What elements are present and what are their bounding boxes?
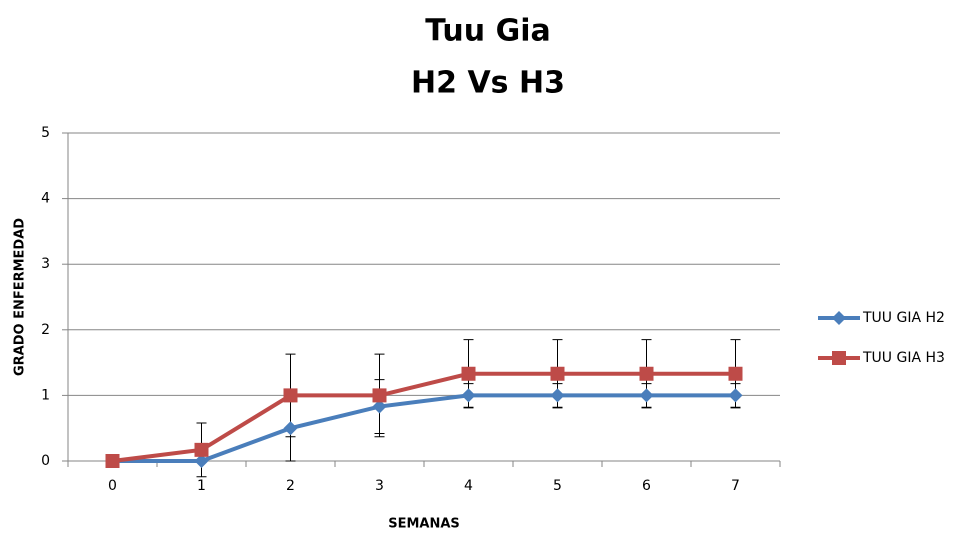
- y-axis-label: GRADO ENFERMEDAD: [13, 218, 28, 376]
- data-point: [728, 388, 743, 403]
- data-point: [639, 366, 654, 381]
- y-tick-label: 1: [41, 387, 50, 403]
- series-line: [112, 393, 736, 463]
- data-point: [461, 366, 476, 381]
- x-tick-label: 2: [286, 478, 295, 494]
- data-point: [105, 454, 120, 468]
- data-point: [283, 388, 298, 403]
- data-point: [728, 366, 743, 381]
- x-axis-label: SEMANAS: [388, 517, 460, 532]
- x-tick-label: 0: [108, 478, 117, 494]
- data-point: [639, 388, 654, 403]
- legend-marker: [832, 351, 846, 365]
- y-tick-label: 5: [41, 125, 50, 141]
- data-point: [194, 442, 209, 457]
- data-point: [372, 399, 387, 414]
- chart-title: Tuu Gia: [425, 14, 550, 49]
- y-tick-label: 2: [41, 322, 50, 338]
- data-point: [550, 388, 565, 403]
- data-point: [194, 454, 209, 468]
- x-tick-label: 3: [375, 478, 384, 494]
- x-tick-label: 5: [553, 478, 562, 494]
- x-tick-label: 6: [642, 478, 651, 494]
- legend-label: TUU GIA H3: [862, 350, 945, 366]
- data-point: [461, 388, 476, 403]
- legend-marker: [832, 311, 846, 325]
- x-tick-label: 4: [464, 478, 473, 494]
- x-tick-label: 7: [731, 478, 740, 494]
- data-point: [372, 388, 387, 403]
- y-tick-label: 4: [41, 191, 50, 207]
- legend-label: TUU GIA H2: [862, 310, 945, 326]
- y-tick-label: 3: [41, 256, 50, 272]
- x-tick-label: 1: [197, 478, 206, 494]
- y-tick-label: 0: [41, 453, 50, 469]
- data-point: [283, 421, 298, 436]
- chart-title: H2 Vs H3: [411, 66, 565, 101]
- series-line: [112, 371, 736, 463]
- data-point: [550, 366, 565, 381]
